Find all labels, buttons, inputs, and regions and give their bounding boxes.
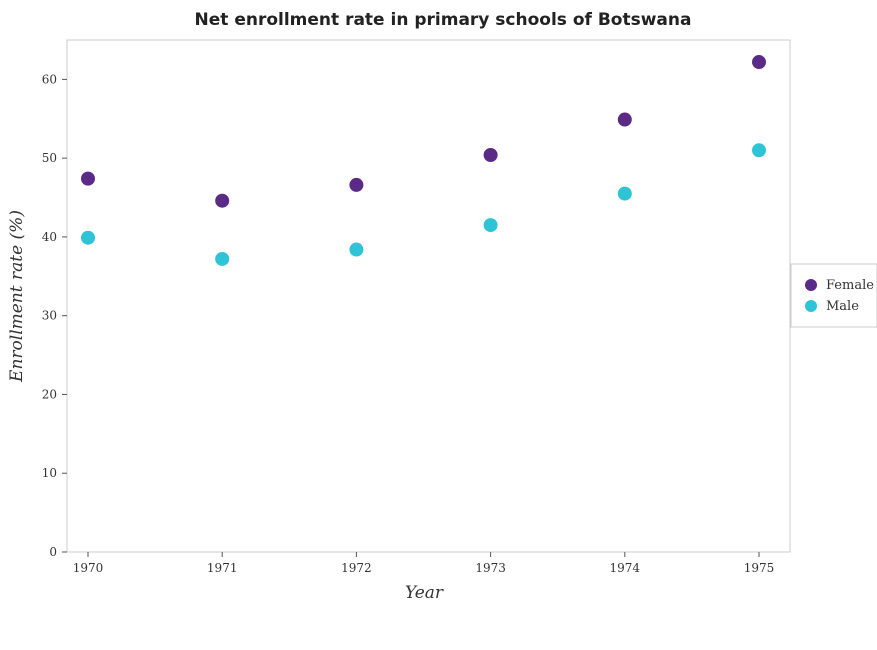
data-points (81, 55, 766, 266)
legend-box (790, 263, 877, 328)
y-tick-label: 50 (42, 151, 57, 165)
y-tick-label: 30 (42, 309, 57, 323)
point-female (349, 177, 364, 192)
y-axis: 0 10 20 30 40 50 60 (42, 72, 67, 559)
point-female (81, 171, 95, 186)
x-tick-label: 1971 (207, 561, 238, 575)
y-tick-label: 20 (42, 387, 57, 401)
chart-title: Net enrollment rate in primary schools o… (195, 10, 692, 30)
point-female (617, 112, 632, 127)
point-female (752, 55, 766, 70)
legend-marker-female (805, 279, 817, 291)
x-tick-label: 1972 (341, 561, 372, 575)
x-tick-label: 1975 (744, 561, 775, 575)
legend-label-female: Female (826, 278, 874, 293)
y-axis-label: Enrollment rate (%) (7, 210, 27, 383)
x-axis-label: Year (405, 583, 444, 603)
plot-area (66, 39, 791, 553)
y-tick-label: 40 (42, 230, 57, 244)
point-male (752, 143, 766, 158)
legend-label-male: Male (826, 299, 859, 314)
point-female (483, 148, 498, 163)
legend: Female Male (790, 263, 877, 328)
legend-marker-male (805, 300, 817, 312)
point-male (349, 242, 364, 257)
x-axis: 1970 1971 1972 1973 1974 1975 (73, 552, 775, 575)
y-tick-label: 60 (42, 72, 57, 86)
point-male (81, 230, 95, 245)
point-male (215, 251, 230, 266)
x-tick-label: 1973 (475, 561, 506, 575)
y-tick-label: 10 (42, 466, 57, 480)
x-tick-label: 1974 (610, 561, 641, 575)
y-tick-label: 0 (49, 545, 57, 559)
x-tick-label: 1970 (73, 561, 104, 575)
point-male (483, 218, 498, 233)
point-male (617, 186, 632, 201)
point-female (215, 193, 230, 208)
